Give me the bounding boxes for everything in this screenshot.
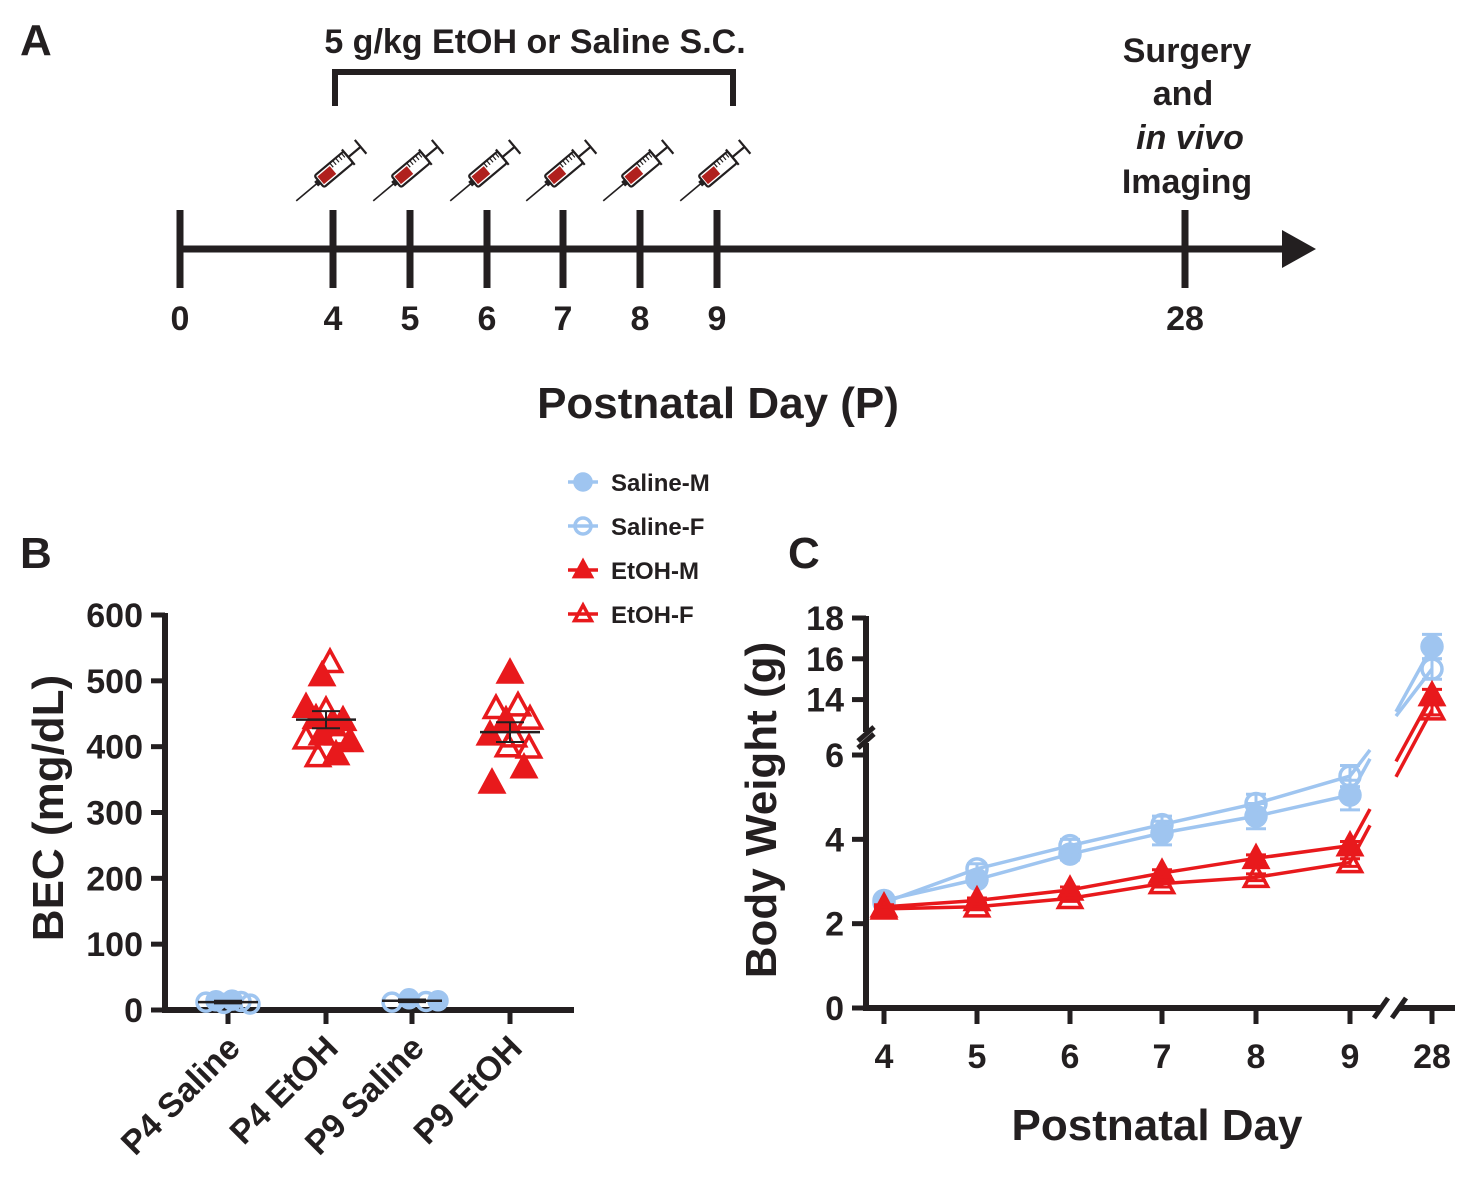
syringe-icon bbox=[520, 139, 597, 208]
bec-y-tick-label: 100 bbox=[86, 926, 143, 964]
bec-y-tick-label: 400 bbox=[86, 729, 143, 767]
weight-x-tick-label: 9 bbox=[1341, 1038, 1360, 1076]
legend-label: Saline-M bbox=[611, 470, 710, 497]
bec-data-point bbox=[518, 707, 541, 728]
weight-x-axis-title: Postnatal Day bbox=[1012, 1101, 1304, 1150]
timeline-day-label: 28 bbox=[1166, 300, 1204, 338]
syringe-icon bbox=[367, 139, 444, 208]
legend-label: EtOH-F bbox=[611, 602, 694, 629]
weight-x-tick-label: 6 bbox=[1061, 1038, 1080, 1076]
timeline-day-label: 6 bbox=[478, 300, 497, 338]
legend-label: Saline-F bbox=[611, 514, 704, 541]
weight-series-line bbox=[884, 825, 1370, 909]
timeline-day-label: 4 bbox=[324, 300, 343, 338]
panel-a-letter: A bbox=[20, 16, 52, 65]
syringe-icon bbox=[674, 139, 751, 208]
syringe-icon bbox=[290, 139, 367, 208]
bec-data-point bbox=[480, 771, 503, 792]
timeline-day-label: 9 bbox=[708, 300, 727, 338]
legend-marker bbox=[575, 474, 591, 490]
bec-y-tick-label: 500 bbox=[86, 663, 143, 701]
bec-y-tick-label: 300 bbox=[86, 795, 143, 833]
treatment-bracket bbox=[335, 72, 733, 106]
bec-data-point bbox=[498, 661, 521, 682]
weight-y-tick-label: 0 bbox=[825, 990, 844, 1028]
timeline-day-label: 5 bbox=[401, 300, 420, 338]
timeline-day-label: 7 bbox=[554, 300, 573, 338]
weight-y-tick-label: 6 bbox=[825, 737, 844, 775]
weight-x-tick-label: 4 bbox=[875, 1038, 894, 1076]
timeline-axis-title: Postnatal Day (P) bbox=[537, 379, 899, 428]
weight-y-tick-label: 4 bbox=[825, 821, 844, 859]
bec-y-tick-label: 200 bbox=[86, 860, 143, 898]
bec-category-label: P9 EtOH bbox=[407, 1029, 530, 1152]
bec-data-point bbox=[512, 756, 535, 777]
weight-data-point bbox=[1420, 683, 1443, 704]
legend: Saline-M Saline-F EtOH-M EtOH-F bbox=[568, 470, 710, 629]
figure: A 5 g/kg EtOH or Saline S.C. Surgery and… bbox=[0, 0, 1476, 1200]
syringe-icon bbox=[444, 139, 521, 208]
bec-y-axis-title: BEC (mg/dL) bbox=[24, 675, 73, 941]
legend-marker bbox=[575, 561, 592, 576]
endpoint-label-line-4: Imaging bbox=[1122, 163, 1252, 201]
bec-data-point bbox=[310, 663, 333, 684]
weight-x-tick-label: 8 bbox=[1247, 1038, 1266, 1076]
syringe-icon bbox=[597, 139, 674, 208]
weight-series-line bbox=[884, 809, 1370, 907]
arrow-head-icon bbox=[1282, 230, 1316, 268]
bec-category-label: P4 Saline bbox=[114, 1029, 248, 1163]
legend-label: EtOH-M bbox=[611, 558, 699, 585]
timeline-day-label: 0 bbox=[171, 300, 190, 338]
timeline-day-label: 8 bbox=[631, 300, 650, 338]
weight-x-tick-label: 7 bbox=[1153, 1038, 1172, 1076]
endpoint-label-line-3: in vivo bbox=[1136, 119, 1244, 157]
weight-y-tick-label: 14 bbox=[806, 682, 844, 720]
endpoint-label: Surgery and in vivo Imaging bbox=[1122, 32, 1252, 201]
weight-y-tick-label: 2 bbox=[825, 906, 844, 944]
bec-y-tick-label: 0 bbox=[124, 992, 143, 1030]
endpoint-label-line-2: and bbox=[1153, 75, 1213, 113]
weight-y-tick-label: 18 bbox=[806, 600, 844, 638]
treatment-label: 5 g/kg EtOH or Saline S.C. bbox=[324, 23, 745, 61]
weight-data-point bbox=[1422, 637, 1442, 657]
panel-b-letter: B bbox=[20, 529, 52, 578]
endpoint-label-line-1: Surgery bbox=[1123, 32, 1252, 70]
panel-c-letter: C bbox=[788, 529, 820, 578]
weight-y-axis-title: Body Weight (g) bbox=[737, 642, 786, 978]
bec-y-tick-label: 600 bbox=[86, 597, 143, 635]
weight-x-tick-label: 28 bbox=[1413, 1038, 1451, 1076]
weight-y-tick-label: 16 bbox=[806, 641, 844, 679]
weight-x-tick-label: 5 bbox=[968, 1038, 987, 1076]
syringe-row bbox=[290, 139, 751, 208]
timeline-ticks: 0 4 5 6 7 8 9 28 bbox=[171, 210, 1204, 338]
